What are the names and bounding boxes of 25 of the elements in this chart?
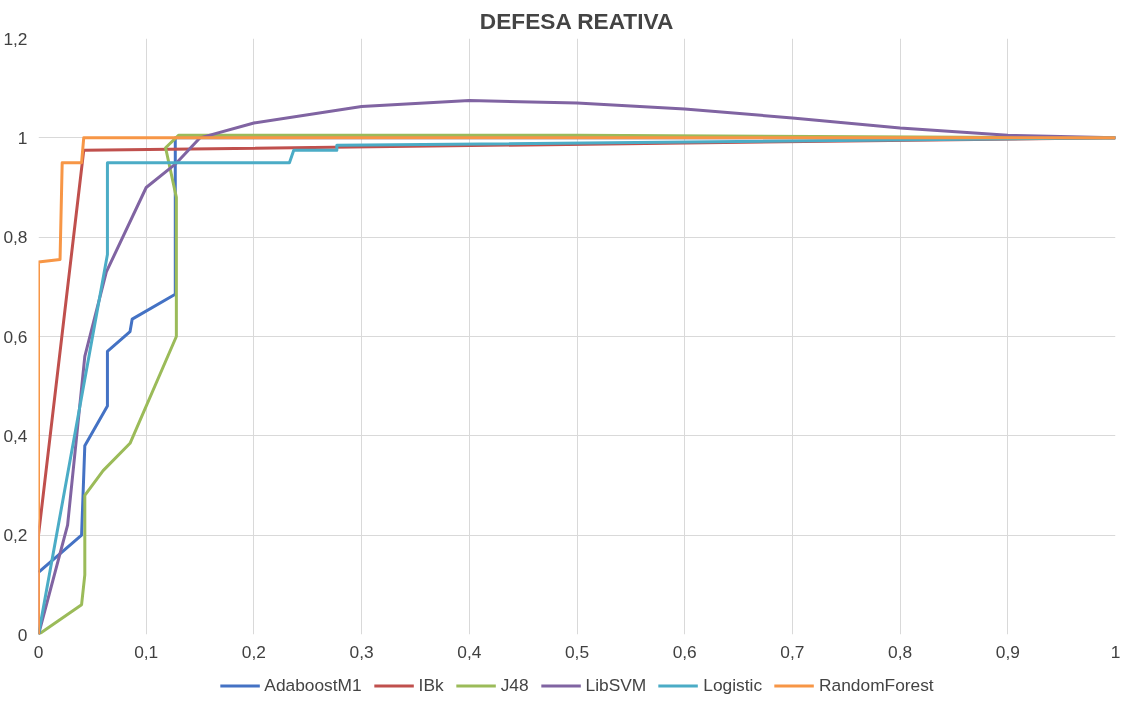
x-tick-label: 1 — [1110, 641, 1121, 662]
y-tick-label: 0,2 — [3, 525, 28, 546]
legend-label: AdaboostM1 — [264, 674, 362, 696]
legend-label: Logistic — [703, 674, 763, 696]
legend-label: IBk — [418, 674, 444, 696]
x-tick-label: 0,9 — [995, 641, 1020, 662]
y-tick-label: 0 — [17, 624, 28, 645]
x-tick-label: 0,4 — [457, 641, 482, 662]
x-tick-label: 0,2 — [241, 641, 266, 662]
x-tick-label: 0,1 — [134, 641, 159, 662]
x-tick-label: 0,7 — [780, 641, 805, 662]
legend-label: J48 — [500, 674, 529, 696]
x-tick-label: 0,6 — [672, 641, 697, 662]
y-tick-label: 0,6 — [3, 326, 28, 347]
x-tick-label: 0,8 — [888, 641, 913, 662]
legend-label: RandomForest — [819, 674, 934, 696]
legend-label: LibSVM — [585, 674, 647, 696]
x-tick-label: 0 — [33, 641, 44, 662]
x-tick-label: 0,5 — [564, 641, 590, 662]
y-tick-label: 1 — [17, 127, 28, 148]
y-tick-label: 0,8 — [3, 227, 28, 248]
y-tick-label: 0,4 — [3, 425, 28, 446]
y-tick-label: 1,2 — [3, 28, 28, 49]
chart-title: DEFESA REATIVA — [479, 7, 674, 34]
x-tick-label: 0,3 — [349, 641, 374, 662]
